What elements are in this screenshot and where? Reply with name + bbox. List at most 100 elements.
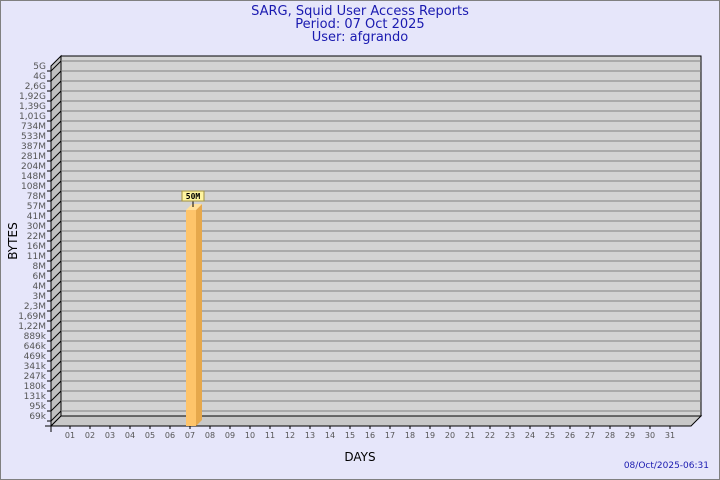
x-tick-label: 07 [185, 431, 195, 440]
y-tick-depth [50, 260, 62, 272]
y-tick-label: 889k [24, 332, 47, 342]
x-tick-label: 25 [545, 431, 555, 440]
y-tick-depth [50, 250, 62, 262]
y-tick-depth [50, 270, 62, 282]
y-tick-label: 148M [21, 172, 46, 182]
y-tick-depth [50, 160, 62, 172]
y-tick-depth [50, 220, 62, 232]
y-tick-depth [50, 190, 62, 202]
x-tick-label: 06 [165, 431, 175, 440]
y-tick-depth [50, 230, 62, 242]
x-tick-label: 04 [125, 431, 135, 440]
y-tick-depth [50, 300, 62, 312]
y-tick-depth [50, 410, 62, 422]
y-tick-depth [50, 360, 62, 372]
y-tick-depth [50, 200, 62, 212]
x-tick-label: 15 [345, 431, 355, 440]
x-tick-label: 21 [465, 431, 475, 440]
y-tick-label: 57M [27, 202, 46, 212]
x-tick-label: 20 [445, 431, 455, 440]
y-tick-label: 1,39G [19, 102, 46, 112]
x-tick-label: 29 [625, 431, 635, 440]
plot-back-wall [60, 55, 702, 417]
x-tick-label: 05 [145, 431, 155, 440]
y-tick-label: 4G [33, 72, 46, 82]
x-tick-label: 08 [205, 431, 215, 440]
y-tick-label: 6M [33, 272, 47, 282]
y-tick-label: 281M [21, 152, 46, 162]
y-tick-label: 180k [24, 382, 47, 392]
y-tick-label: 3M [33, 292, 47, 302]
bar-front [186, 210, 196, 426]
y-tick-depth [50, 390, 62, 402]
plot-floor [49, 415, 703, 427]
y-tick-label: 1,22M [18, 322, 46, 332]
chart-title: SARG, Squid User Access Reports [251, 4, 469, 19]
x-tick-label: 16 [365, 431, 375, 440]
y-tick-label: 2,6G [25, 82, 46, 92]
x-tick-label: 02 [85, 431, 95, 440]
y-tick-depth [50, 120, 62, 132]
chart-period: Period: 07 Oct 2025 [295, 17, 425, 32]
x-tick-label: 03 [105, 431, 115, 440]
y-tick-label: 5G [33, 62, 46, 72]
y-tick-depth [50, 80, 62, 92]
x-tick-label: 22 [485, 431, 495, 440]
y-tick-label: 1,92G [19, 92, 46, 102]
y-tick-depth [50, 280, 62, 292]
y-tick-depth [50, 350, 62, 362]
y-tick-depth [50, 140, 62, 152]
y-tick-label: 131k [24, 392, 47, 402]
x-tick-label: 11 [265, 431, 275, 440]
x-tick-label: 14 [325, 431, 335, 440]
x-tick-label: 19 [425, 431, 435, 440]
y-tick-depth [50, 150, 62, 162]
x-tick-label: 24 [525, 431, 535, 440]
y-tick-label: 78M [27, 192, 46, 202]
x-tick-label: 27 [585, 431, 595, 440]
y-tick-depth [50, 100, 62, 112]
x-tick-label: 18 [405, 431, 415, 440]
x-tick-label: 09 [225, 431, 235, 440]
y-tick-label: 16M [27, 242, 46, 252]
y-tick-depth [50, 400, 62, 412]
y-tick-depth [50, 310, 62, 322]
y-tick-label: 204M [21, 162, 46, 172]
y-tick-label: 30M [27, 222, 46, 232]
y-tick-label: 533M [21, 132, 46, 142]
y-tick-label: 1,01G [19, 112, 46, 122]
x-tick-label: 23 [505, 431, 515, 440]
y-tick-depth [50, 330, 62, 342]
x-tick-label: 13 [305, 431, 315, 440]
bar-top [186, 204, 202, 211]
y-tick-label: 2,3M [24, 302, 46, 312]
x-axis-label: DAYS [344, 450, 375, 464]
y-tick-depth [50, 380, 62, 392]
y-tick-label: 387M [21, 142, 46, 152]
x-tick-label: 31 [665, 431, 675, 440]
y-tick-depth [50, 170, 62, 182]
y-tick-label: 22M [27, 232, 46, 242]
x-tick-label: 26 [565, 431, 575, 440]
y-tick-depth [50, 110, 62, 122]
y-tick-depth [50, 240, 62, 252]
y-tick-label: 1,69M [18, 312, 46, 322]
y-axis-label: BYTES [6, 222, 20, 259]
y-tick-depth [50, 320, 62, 332]
y-tick-depth [50, 60, 62, 72]
bar-value-label: 50M [186, 192, 201, 201]
chart-user: User: afgrando [311, 30, 409, 45]
y-tick-label: 8M [33, 262, 47, 272]
x-tick-label: 30 [645, 431, 655, 440]
generated-timestamp: 08/Oct/2025-06:31 [623, 461, 709, 471]
y-tick-depth [50, 130, 62, 142]
y-tick-label: 646k [24, 342, 47, 352]
x-tick-label: 10 [245, 431, 255, 440]
x-tick-label: 01 [65, 431, 75, 440]
y-tick-label: 247k [24, 372, 47, 382]
bar-label-box [181, 190, 205, 202]
x-tick-label: 12 [285, 431, 295, 440]
x-tick-label: 28 [605, 431, 615, 440]
